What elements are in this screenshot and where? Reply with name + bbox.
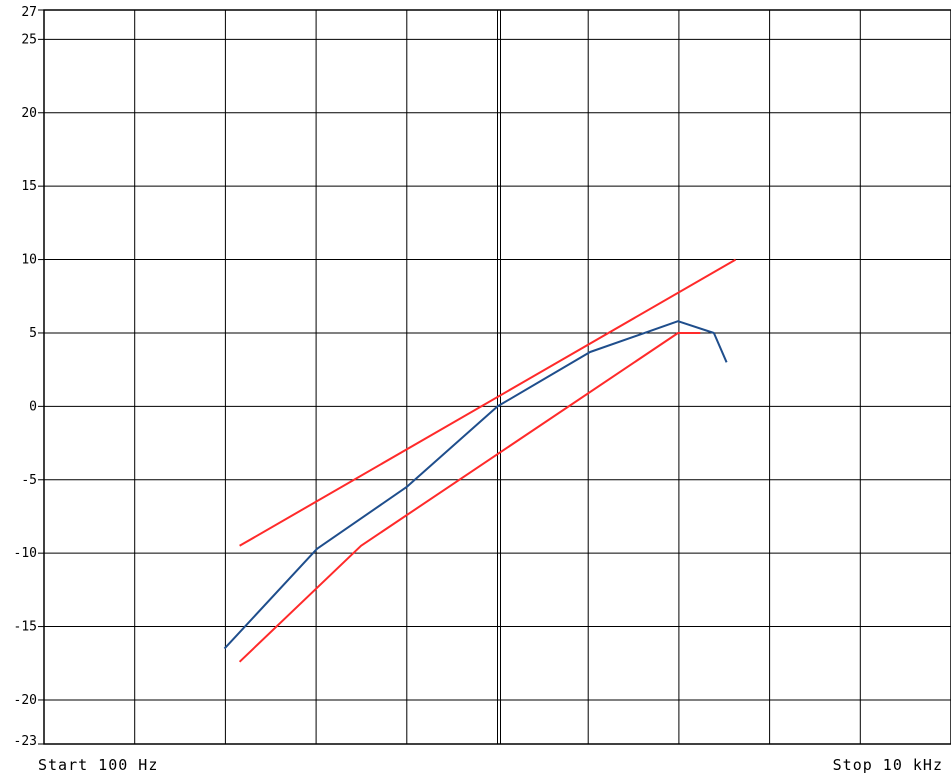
series-lines — [223, 258, 737, 663]
stop-frequency-label: Stop 10 kHz — [832, 756, 943, 774]
y-tick-label: 20 — [21, 106, 37, 121]
series-line-1 — [223, 320, 728, 650]
y-tick-label: -15 — [14, 620, 37, 635]
grid — [43, 9, 951, 745]
y-axis-ticks: 27 25 20 15 10 5 0 -5 -10 -15 -20 -23 — [14, 5, 44, 749]
series-line-3 — [238, 332, 701, 663]
start-frequency-label: Start 100 Hz — [38, 756, 159, 774]
y-tick-label: 0 — [29, 399, 37, 414]
y-tick-label: -20 — [14, 693, 37, 708]
y-tick-label: 25 — [21, 32, 37, 47]
y-tick-label: 10 — [21, 253, 37, 268]
y-tick-label: 5 — [29, 326, 37, 341]
y-tick-label: -23 — [14, 734, 37, 749]
y-tick-label: -10 — [14, 546, 37, 561]
series-line-2 — [239, 258, 737, 547]
y-tick-label: 27 — [21, 5, 37, 20]
y-tick-label: 15 — [21, 179, 37, 194]
y-tick-label: -5 — [21, 473, 37, 488]
